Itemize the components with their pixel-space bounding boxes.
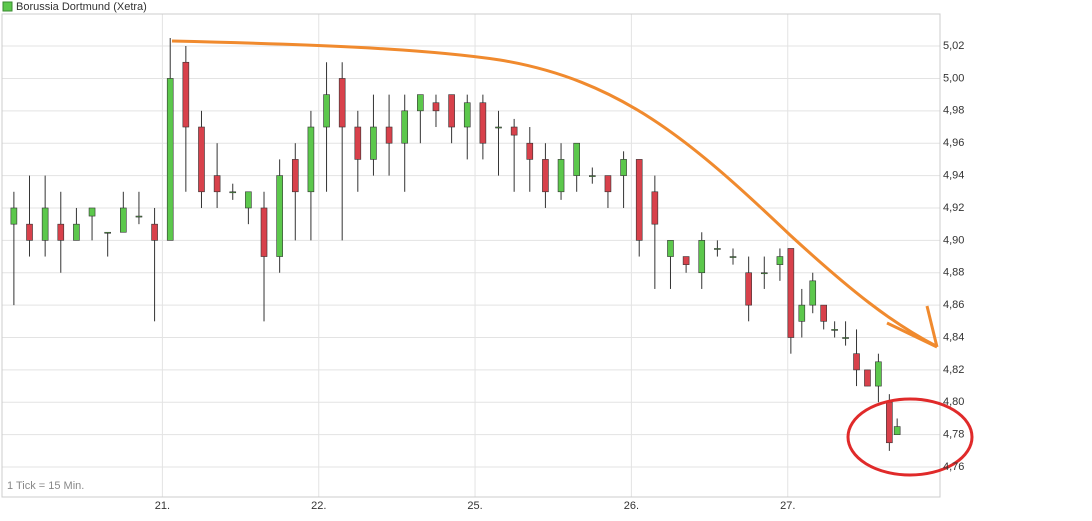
candle-body [291, 159, 299, 193]
candle-body [370, 126, 377, 160]
candle-body [182, 61, 190, 128]
candle-body [853, 353, 860, 371]
candle-body [495, 126, 502, 129]
highlight-circle [846, 397, 974, 477]
y-tick-label: 4,94 [943, 169, 964, 181]
legend-swatch [2, 1, 13, 12]
y-tick-label: 4,98 [943, 105, 964, 117]
candle-body [620, 159, 627, 176]
candle-body [682, 256, 690, 265]
x-tick-label: 22. [311, 500, 326, 512]
plot-frame [1, 13, 941, 498]
candle-body [354, 126, 362, 160]
y-tick-label: 4,78 [943, 429, 964, 441]
candle-body [787, 248, 795, 338]
candle-body [479, 102, 487, 144]
candle-body [463, 102, 471, 128]
y-tick-label: 4,96 [943, 137, 964, 149]
x-tick-label: 26. [624, 500, 639, 512]
candle-body [798, 304, 806, 322]
candle-body [245, 191, 252, 209]
y-tick-label: 5,02 [943, 40, 964, 52]
candle-body [151, 223, 158, 241]
candle-body [542, 159, 549, 193]
candle-body [338, 78, 346, 128]
candle-body [635, 159, 643, 241]
candle-body [842, 337, 849, 339]
candle-body [276, 175, 283, 257]
candle-body [875, 361, 882, 387]
y-tick-label: 4,82 [943, 364, 964, 376]
candle-body [73, 223, 80, 241]
candle-body [776, 256, 784, 265]
y-tick-label: 4,76 [943, 461, 964, 473]
candle-body [88, 207, 96, 217]
candle-body [760, 272, 768, 275]
candle-body [604, 175, 612, 193]
legend-label: Borussia Dortmund (Xetra) [16, 1, 147, 13]
candle-body [135, 215, 143, 218]
candle-body [589, 175, 596, 177]
candle-body [729, 256, 737, 258]
annotation: 1 Tick = 15 Min. [7, 480, 84, 492]
y-tick-label: 4,88 [943, 267, 964, 279]
candle-body [557, 159, 565, 193]
candle-body [510, 126, 518, 136]
grid [2, 14, 940, 497]
candle-body [120, 207, 127, 233]
candle-body [831, 329, 838, 331]
candle-body [213, 175, 221, 193]
candle-body [745, 272, 752, 306]
candle-body [104, 231, 111, 234]
candle-body [385, 126, 393, 144]
y-tick-label: 5,00 [943, 72, 964, 84]
candle-body [864, 369, 871, 387]
x-tick-label: 25. [467, 500, 482, 512]
x-tick-label: 21. [155, 500, 170, 512]
x-tick-label: 27. [780, 500, 795, 512]
candles [10, 37, 901, 451]
candle-body [57, 223, 65, 241]
y-tick-label: 4,84 [943, 331, 964, 343]
candle-body [698, 240, 706, 274]
candle-body [667, 240, 674, 257]
candle-body [323, 94, 330, 128]
candle-body [166, 78, 174, 241]
trend-arrow [171, 39, 937, 348]
candle-body [886, 401, 893, 444]
candle-body [401, 110, 409, 144]
candle-body [10, 207, 18, 225]
candle-body [714, 248, 721, 250]
candle-body [417, 94, 424, 112]
arrow-head [886, 305, 939, 349]
candle-body [198, 126, 205, 193]
y-tick-label: 4,80 [943, 396, 964, 408]
candle-body [651, 191, 659, 225]
candle-body [893, 426, 901, 435]
candle-body [41, 207, 49, 241]
candle-body [26, 223, 33, 241]
candle-body [448, 94, 455, 128]
candle-body [809, 280, 817, 306]
candle-body [229, 191, 237, 194]
y-tick-label: 4,86 [943, 299, 964, 311]
candle-body [432, 102, 440, 112]
y-tick-label: 4,90 [943, 234, 964, 246]
y-tick-label: 4,92 [943, 202, 964, 214]
candle-body [573, 142, 580, 176]
candle-body [526, 142, 534, 160]
candle-body [307, 126, 315, 193]
candle-body [820, 304, 827, 322]
candle-body [260, 207, 268, 257]
